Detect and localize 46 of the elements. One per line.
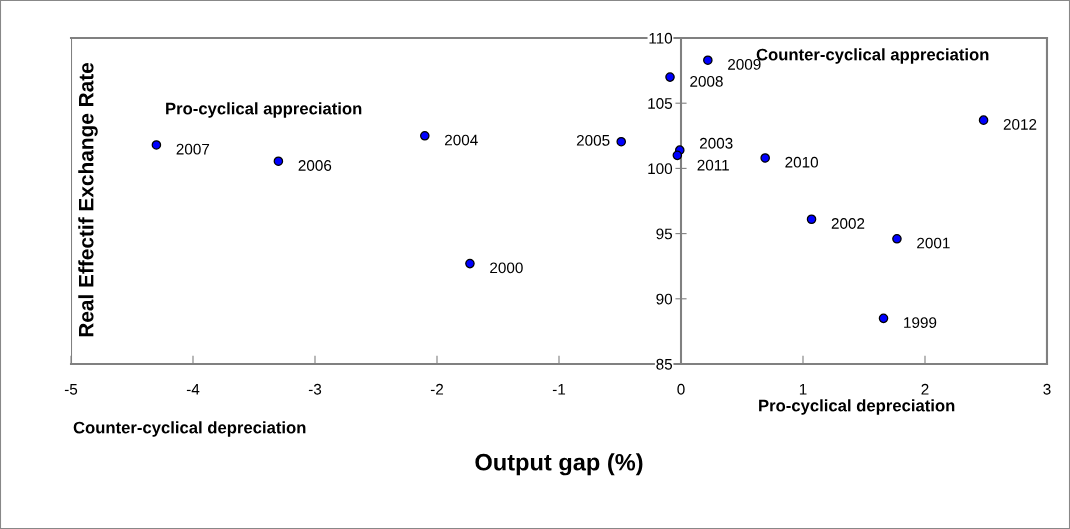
annotation: 2012	[1003, 118, 1037, 130]
x-tick-label: 1	[799, 384, 807, 395]
x-tick-label: -3	[308, 383, 322, 395]
y-tick-label: 95	[656, 228, 673, 240]
annotation: 1999	[904, 317, 937, 329]
annotation: 2007	[176, 143, 210, 155]
annotation: 2005	[576, 134, 610, 146]
x-axis-title: Output gap (%)	[475, 453, 643, 476]
x-tick-label: 2	[921, 383, 929, 395]
annotation: 2011	[697, 159, 729, 171]
point	[760, 153, 770, 163]
point	[806, 214, 817, 225]
annotation: 2008	[690, 75, 723, 87]
point	[978, 115, 989, 125]
text: Pro-cyclical depreciation	[759, 399, 955, 415]
y-tick-label: 105	[648, 98, 673, 109]
y-axis-title: Real Effectif Exchange Rate	[78, 62, 98, 337]
annotation: Pro-cyclical appreciation	[166, 102, 362, 118]
annotation: 2002	[831, 218, 865, 229]
point	[665, 72, 675, 82]
point	[151, 140, 162, 150]
annotation: 2000	[490, 262, 523, 274]
annotation: 2010	[785, 156, 819, 168]
x-tick-label: -4	[186, 384, 200, 395]
text: Counter-cyclical depreciation	[73, 421, 306, 437]
x-tick-label: -1	[552, 384, 566, 395]
annotation: 2004	[445, 134, 478, 146]
point	[878, 313, 889, 324]
point	[465, 258, 475, 269]
x-tick-label: 3	[1043, 383, 1051, 395]
y-tick-label: 85	[656, 358, 673, 370]
point	[672, 150, 683, 161]
y-tick-label: 100	[648, 163, 673, 175]
point	[892, 234, 902, 244]
point	[420, 131, 430, 141]
point	[273, 156, 284, 167]
point	[703, 55, 713, 65]
y-tick-label: 90	[656, 293, 673, 305]
x-tick-label: -2	[430, 383, 444, 395]
annotation: 2001	[917, 237, 950, 249]
x-tick-label: 0	[677, 383, 685, 395]
point	[616, 136, 627, 147]
y-tick-label: 110	[649, 32, 673, 44]
annotation: 2006	[298, 160, 332, 171]
x-tick-label: -5	[64, 384, 78, 395]
annotation: 2003	[699, 137, 733, 149]
